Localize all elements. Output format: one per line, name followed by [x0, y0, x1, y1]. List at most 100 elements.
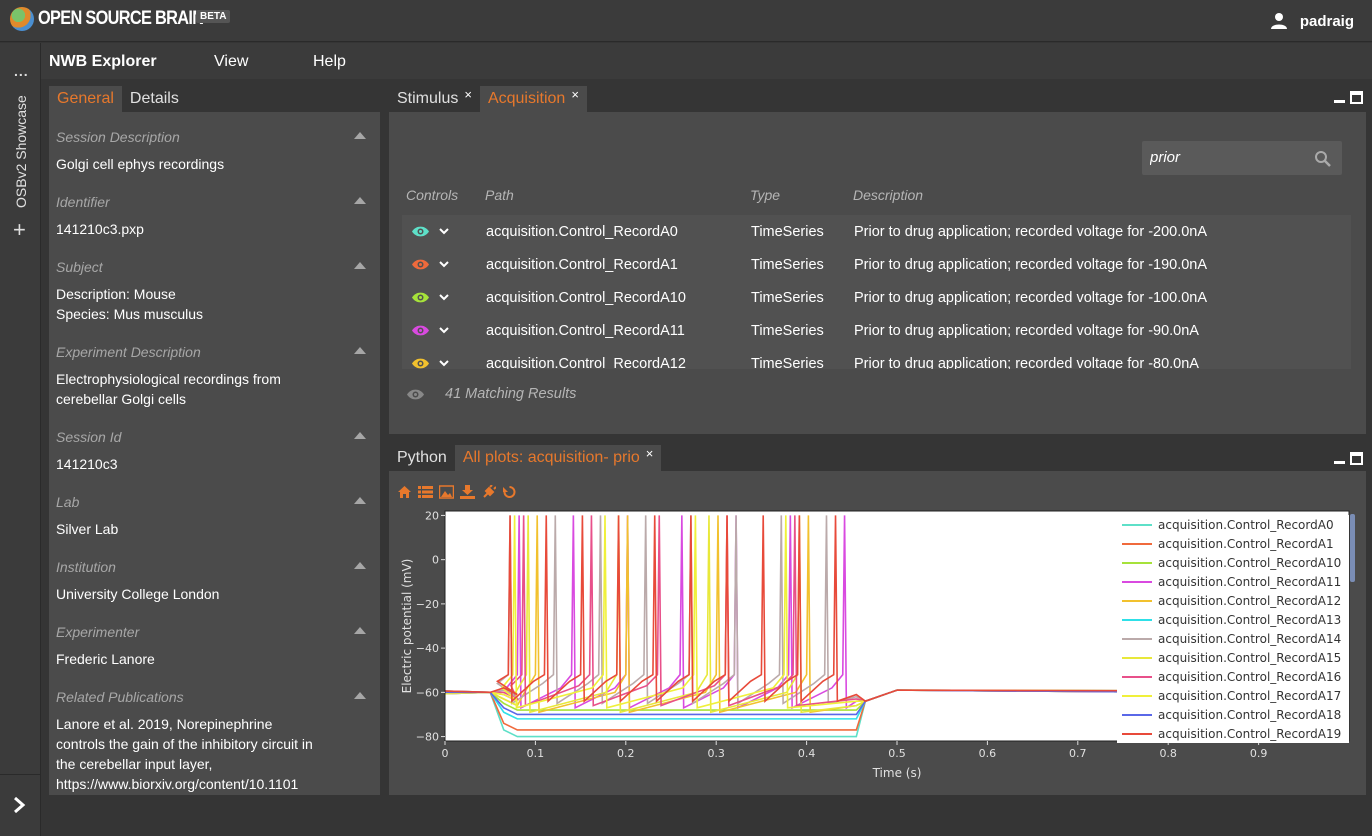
table-row[interactable]: acquisition.Control_RecordA1 TimeSeries Pr…	[402, 248, 1351, 281]
legend-bg	[1117, 629, 1349, 648]
table-row[interactable]: acquisition.Control_RecordA10 TimeSeries P…	[402, 281, 1351, 314]
eye-icon[interactable]	[411, 225, 430, 238]
menu-help[interactable]: Help	[313, 53, 346, 70]
tab-label: Stimulus	[397, 90, 459, 107]
tab-label: Python	[397, 449, 447, 466]
search-input[interactable]	[1150, 149, 1310, 166]
field-institution: Institution University College London	[56, 559, 366, 604]
list-icon[interactable]	[418, 485, 433, 499]
legend-entry[interactable]: acquisition.Control_RecordA13	[1158, 613, 1341, 627]
collapse-icon[interactable]	[354, 627, 366, 634]
plot-toolbar	[397, 485, 517, 499]
legend-bg	[1117, 572, 1349, 591]
chevron-down-icon[interactable]	[439, 293, 449, 301]
minimize-icon[interactable]	[1334, 461, 1345, 464]
field-line: cerebellar Golgi cells	[56, 391, 186, 407]
plot-panel: 0 0.1 0.2 0.3 0.4 0.5 0.6 0.7 0.8 0.9 20 0 −20 −40 −60…	[389, 471, 1366, 795]
eye-icon[interactable]	[411, 258, 430, 271]
image-icon[interactable]	[439, 485, 454, 499]
collapse-icon[interactable]	[354, 562, 366, 569]
menu-view[interactable]: View	[214, 53, 249, 70]
user-menu[interactable]: padraig	[1268, 12, 1354, 30]
legend-bg	[1117, 667, 1349, 686]
chevron-right-icon[interactable]	[11, 797, 27, 813]
legend-bg	[1117, 705, 1349, 724]
eye-icon[interactable]	[411, 357, 430, 369]
legend-scrollbar[interactable]	[1350, 514, 1355, 582]
minimize-icon[interactable]	[1334, 100, 1345, 103]
close-icon[interactable]: ×	[571, 86, 579, 102]
tab-details[interactable]: Details	[129, 90, 179, 107]
collapse-icon[interactable]	[354, 262, 366, 269]
header-description[interactable]: Description	[853, 187, 924, 203]
add-icon[interactable]: +	[13, 217, 26, 242]
table-row[interactable]: acquisition.Control_RecordA0 TimeSeries Pr…	[402, 215, 1351, 248]
top-bar: OPEN SOURCE BRAIN BETA padraig	[0, 0, 1372, 42]
collapse-icon[interactable]	[354, 432, 366, 439]
more-icon[interactable]: ...	[14, 63, 29, 79]
tab-general[interactable]: General	[49, 86, 122, 112]
plugin-icon[interactable]	[481, 485, 496, 499]
field-value: Electrophysiological recordings from cer…	[56, 369, 366, 409]
cell-path: acquisition.Control_RecordA11	[486, 323, 685, 339]
chevron-down-icon[interactable]	[439, 359, 449, 367]
download-icon[interactable]	[460, 485, 475, 499]
chevron-down-icon[interactable]	[439, 326, 449, 334]
legend-entry[interactable]: acquisition.Control_RecordA0	[1158, 518, 1334, 532]
legend-entry[interactable]: acquisition.Control_RecordA19	[1158, 727, 1341, 741]
y-tick-label: −20	[416, 598, 439, 611]
tab-acquisition[interactable]: Acquisition ×	[479, 86, 587, 112]
collapse-icon[interactable]	[354, 497, 366, 504]
search-icon[interactable]	[1314, 150, 1332, 168]
legend-entry[interactable]: acquisition.Control_RecordA15	[1158, 651, 1341, 665]
eye-icon[interactable]	[411, 291, 430, 304]
legend-entry[interactable]: acquisition.Control_RecordA18	[1158, 708, 1341, 722]
legend-entry[interactable]: acquisition.Control_RecordA17	[1158, 689, 1341, 703]
x-tick-label: 0.2	[617, 747, 635, 760]
field-line: the cerebellar input layer,	[56, 756, 213, 772]
cell-type: TimeSeries	[751, 224, 824, 240]
collapse-icon[interactable]	[354, 347, 366, 354]
series-line	[445, 515, 1349, 709]
field-line: Description: Mouse	[56, 286, 176, 302]
collapse-icon[interactable]	[354, 692, 366, 699]
legend-bg	[1117, 724, 1349, 743]
tab-stimulus[interactable]: Stimulus ×	[389, 86, 480, 112]
header-path[interactable]: Path	[485, 187, 514, 203]
y-tick-label: −40	[416, 642, 439, 655]
osb-logo[interactable]: OPEN SOURCE BRAIN	[10, 7, 230, 31]
table-row[interactable]: acquisition.Control_RecordA12 TimeSeries P…	[402, 347, 1351, 369]
legend-entry[interactable]: acquisition.Control_RecordA12	[1158, 594, 1341, 608]
close-icon[interactable]: ×	[464, 86, 472, 102]
eye-icon[interactable]	[411, 324, 430, 337]
field-session-description: Session Description Golgi cell ephys rec…	[56, 129, 366, 174]
legend-entry[interactable]: acquisition.Control_RecordA14	[1158, 632, 1341, 646]
tab-all-plots[interactable]: All plots: acquisition- prio ×	[454, 445, 662, 471]
reset-icon[interactable]	[502, 485, 517, 499]
legend-entry[interactable]: acquisition.Control_RecordA10	[1158, 556, 1341, 570]
chevron-down-icon[interactable]	[439, 260, 449, 268]
collapse-icon[interactable]	[354, 197, 366, 204]
eye-icon[interactable]	[406, 388, 425, 401]
legend-entry[interactable]: acquisition.Control_RecordA1	[1158, 537, 1334, 551]
metadata-panel: Session Description Golgi cell ephys rec…	[49, 112, 380, 795]
voltage-chart[interactable]: 0 0.1 0.2 0.3 0.4 0.5 0.6 0.7 0.8 0.9 20 0 −20 −40 −60…	[389, 507, 1366, 795]
chevron-down-icon[interactable]	[439, 227, 449, 235]
header-type[interactable]: Type	[750, 187, 781, 203]
workspace-label[interactable]: OSBv2 Showcase	[13, 95, 29, 208]
close-icon[interactable]: ×	[645, 445, 654, 461]
y-tick-label: −60	[416, 686, 439, 699]
collapse-icon[interactable]	[354, 132, 366, 139]
legend-entry[interactable]: acquisition.Control_RecordA11	[1158, 575, 1341, 589]
table-row[interactable]: acquisition.Control_RecordA11 TimeSeries P…	[402, 314, 1351, 347]
field-identifier: Identifier 141210c3.pxp	[56, 194, 366, 239]
menu-nwb-explorer[interactable]: NWB Explorer	[49, 53, 157, 70]
tab-python[interactable]: Python	[389, 445, 455, 471]
field-value: Golgi cell ephys recordings	[56, 156, 225, 172]
home-icon[interactable]	[397, 485, 412, 499]
cell-type: TimeSeries	[751, 257, 824, 273]
field-value: Frederic Lanore	[56, 651, 155, 667]
legend-entry[interactable]: acquisition.Control_RecordA16	[1158, 670, 1341, 684]
field-label: Experiment Description	[56, 344, 201, 360]
cell-path: acquisition.Control_RecordA12	[486, 356, 686, 369]
